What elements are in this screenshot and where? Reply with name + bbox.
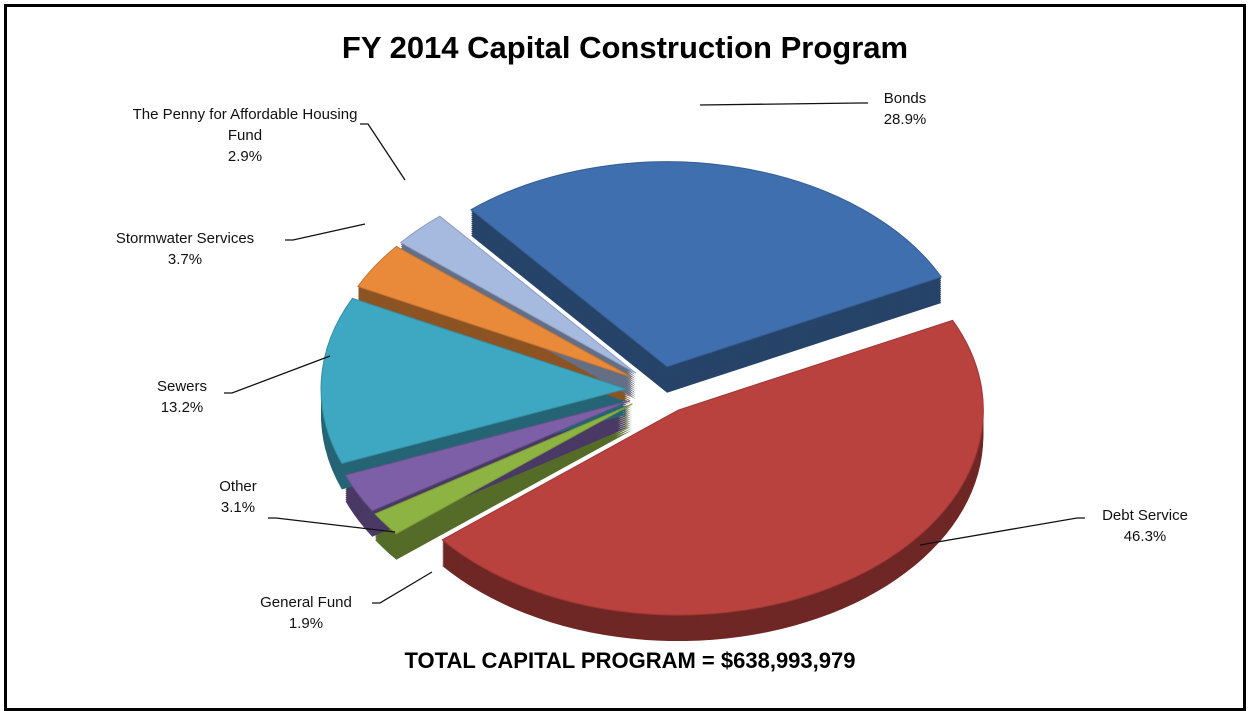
data-label: Other 3.1% — [188, 476, 288, 518]
data-label: The Penny for Affordable Housing Fund 2.9… — [120, 104, 370, 167]
slice — [374, 403, 633, 535]
leader-line — [919, 517, 1085, 546]
data-label: Stormwater Services 3.7% — [85, 228, 285, 270]
category-label: Bonds — [883, 90, 927, 107]
slice — [470, 161, 943, 368]
leader-line — [268, 517, 396, 533]
chart-title: FY 2014 Capital Construction Program — [341, 30, 909, 65]
category-label: Stormwater Services — [115, 230, 255, 247]
value-label: 3.7% — [167, 251, 203, 268]
data-label: Sewers 13.2% — [132, 376, 232, 418]
data-label: Debt Service 46.3% — [1065, 505, 1225, 547]
leader-line — [372, 571, 433, 604]
slice — [344, 400, 630, 512]
data-label: Bonds 28.9% — [825, 88, 985, 130]
value-label: 1.9% — [288, 615, 324, 632]
value-label: 28.9% — [883, 111, 927, 128]
data-label: General Fund 1.9% — [226, 592, 386, 634]
category-label: The Penny for Affordable Housing Fund — [132, 106, 358, 144]
category-label: Sewers — [156, 378, 208, 395]
value-label: 3.1% — [220, 499, 256, 516]
leader-line — [360, 123, 406, 181]
value-label: 2.9% — [227, 148, 263, 165]
leader-line — [285, 223, 366, 241]
value-label: 13.2% — [160, 399, 204, 416]
slice — [320, 297, 628, 464]
category-label: Other — [219, 478, 257, 495]
slice — [399, 215, 637, 374]
slice — [441, 319, 984, 616]
annotation: TOTAL CAPITAL PROGRAM = $638,993,979 — [404, 648, 856, 673]
leader-line — [699, 102, 868, 106]
value-label: 46.3% — [1123, 528, 1167, 545]
leader-line — [224, 355, 331, 394]
category-label: General Fund — [260, 594, 352, 611]
slice — [357, 245, 632, 378]
category-label: Debt Service — [1102, 507, 1188, 524]
